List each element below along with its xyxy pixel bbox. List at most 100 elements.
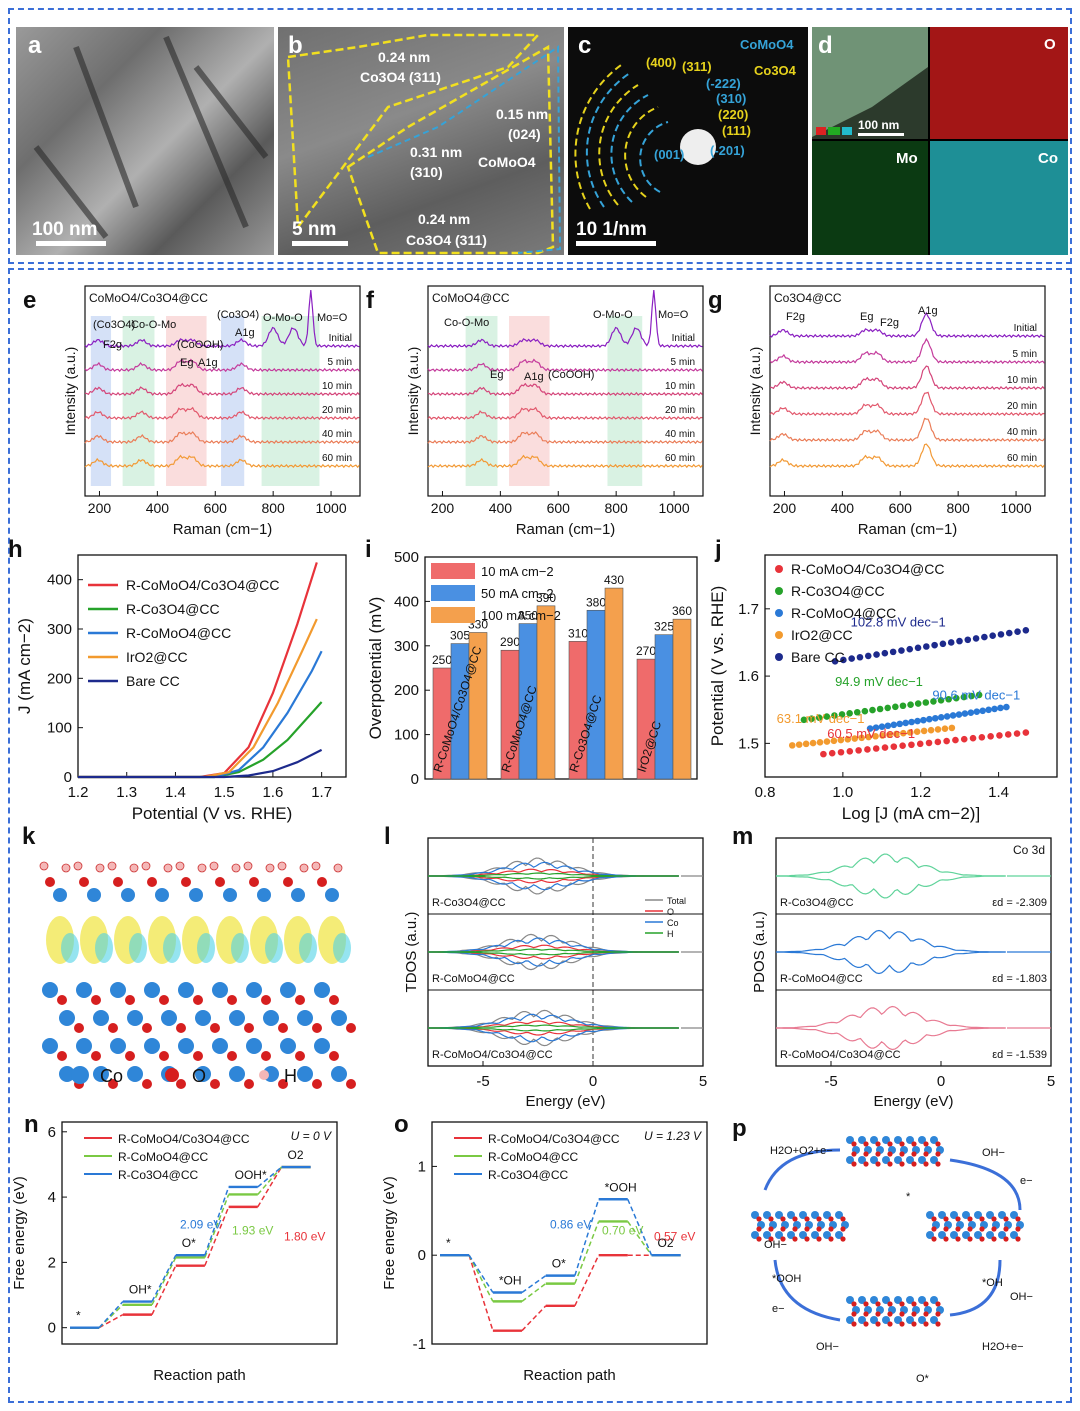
o-atom [816,1226,822,1232]
o-atom [1015,1216,1021,1222]
data-point [931,641,938,649]
o-atom [887,1301,893,1307]
co-atom [894,1156,902,1164]
o-atom [851,1301,857,1307]
peak-annotation: A1g [918,305,938,317]
o-atom [943,1236,949,1242]
co-atom [59,1010,75,1026]
o-atom [329,1051,339,1061]
co-atom [76,982,92,998]
data-point [943,737,950,745]
panel-label-h: h [8,536,23,563]
o-atom [210,1079,220,1089]
legend-swatch [165,1068,179,1082]
dos-curve [776,853,1006,877]
data-point [989,632,996,640]
bar [468,632,488,780]
y-tick-label: 4 [48,1189,56,1206]
y-tick-label: 1.6 [738,668,759,685]
plot-frame [431,1121,708,1345]
lattice-label: 0.24 nm [418,211,470,227]
legend-label: Bare CC [791,649,845,665]
slope-label: 63.1 mV dec−1 [777,711,865,726]
legend-label: Co [667,918,679,928]
charge-density [333,933,351,963]
co-atom [998,1231,1006,1239]
co-atom [870,1316,878,1324]
h-atom [197,863,207,873]
y-axis-label: Intensity (a.u.) [405,347,421,436]
data-point [964,636,972,644]
ring-label: (-222) [706,76,741,91]
o-atom [923,1321,929,1327]
peak-annotation: Co-O-Mo [444,317,489,329]
x-axis-label: Raman (cm−1) [858,521,958,538]
co-atom [787,1231,795,1239]
transition-line [204,1194,230,1258]
lattice-label: 0.31 nm [410,144,462,160]
data-point [923,643,930,650]
co-atom [986,1231,994,1239]
dos-curve [428,875,679,880]
co-atom [846,1136,854,1144]
o-atom [943,1216,949,1222]
o-atom [991,1216,997,1222]
raman-spectrum [84,358,360,373]
co-atom [763,1231,771,1239]
co-atom [42,1038,58,1054]
map-label-o: O [1044,36,1056,53]
bar-value-label: 270 [636,644,656,658]
transition-line [521,1275,547,1294]
data-point [922,699,930,706]
co-atom [930,1136,938,1144]
co-atom [870,1136,878,1144]
panel-label-i: i [365,536,372,563]
peak-band [465,316,498,486]
h-atom [73,861,83,871]
co-atom [846,1156,854,1164]
charge-density [231,933,249,963]
peak-annotation: A1g [524,371,544,383]
data-point [952,736,959,744]
transition-line [151,1265,177,1315]
legend-label: R-CoMoO4/Co3O4@CC [488,1132,620,1146]
data-point [846,748,854,755]
co-atom [998,1211,1006,1219]
data-point [823,713,831,720]
o-atom [312,1079,322,1089]
o-atom [943,1226,949,1232]
legend-swatch [431,585,475,601]
raman-panel-g: Initial 5 min 10 min 20 min 40 min 60 min 200 4… [708,285,1046,538]
o-atom [147,877,157,887]
legend-label: R-CoMoO4@CC [791,605,896,621]
co-atom [325,888,339,902]
o-atom [346,1079,356,1089]
co-atom [212,1038,228,1054]
y-tick-label: 200 [47,670,72,687]
x-tick-label: 1.3 [116,784,137,801]
scale-text: 100 nm [32,219,97,240]
h-atom [277,861,287,871]
o-atom [955,1226,961,1232]
co-atom [297,1010,313,1026]
o-atom [875,1141,881,1147]
raman-spectrum [84,290,360,349]
co-atom [59,1066,75,1082]
peak-annotation: Mo=O [317,312,348,324]
data-point [800,716,808,724]
y-tick-label: 1.7 [738,601,759,618]
map-label-mo: Mo [896,150,918,167]
peak-annotation: (Co3O4) [217,309,259,321]
data-point [908,718,915,726]
panel-label-o: o [394,1111,409,1138]
o-atom [991,1226,997,1232]
o-atom [899,1311,905,1317]
cycle-label: OH− [1010,1291,1033,1303]
data-point [960,693,968,701]
panel-label-l: l [384,823,391,850]
data-point [1022,627,1030,634]
charge-density [163,933,181,963]
potential-label: U = 1.23 V [644,1129,702,1143]
co-atom [918,1296,926,1304]
legend-co3o4: Co3O4 [754,63,797,78]
